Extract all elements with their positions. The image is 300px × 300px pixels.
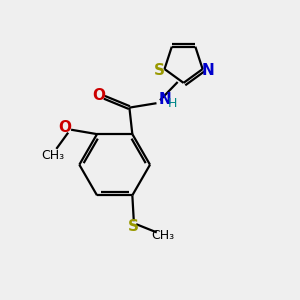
Text: N: N [158, 92, 171, 107]
Text: S: S [128, 219, 139, 234]
Text: O: O [93, 88, 106, 103]
Text: CH₃: CH₃ [152, 229, 175, 242]
Text: N: N [202, 63, 214, 78]
Text: S: S [154, 63, 165, 78]
Text: CH₃: CH₃ [41, 149, 64, 162]
Text: O: O [59, 120, 72, 135]
Text: H: H [168, 97, 177, 110]
